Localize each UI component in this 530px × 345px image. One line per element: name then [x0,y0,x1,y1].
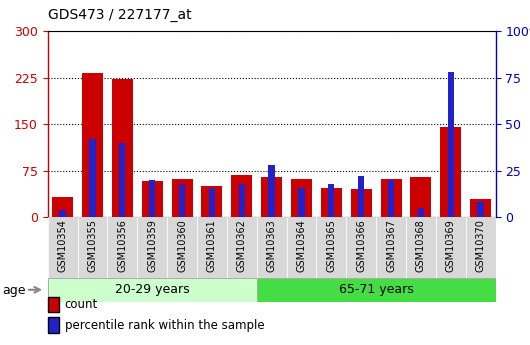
Bar [321,188,342,217]
Bar [90,139,95,217]
FancyBboxPatch shape [77,217,108,278]
FancyBboxPatch shape [466,217,496,278]
FancyBboxPatch shape [197,217,227,278]
Bar [478,203,484,217]
FancyBboxPatch shape [108,217,137,278]
Bar [52,197,73,217]
Bar [448,72,454,217]
Text: count: count [65,298,98,311]
Text: GSM10366: GSM10366 [356,219,366,272]
Text: GSM10368: GSM10368 [416,219,426,272]
Bar [231,175,252,217]
Bar [112,79,133,217]
Text: GSM10365: GSM10365 [326,219,337,272]
Bar [298,188,305,217]
Text: GSM10361: GSM10361 [207,219,217,272]
Bar [82,73,103,217]
Bar [388,180,394,217]
Bar [142,181,163,217]
Text: percentile rank within the sample: percentile rank within the sample [65,319,264,332]
FancyBboxPatch shape [376,217,406,278]
Bar [291,179,312,217]
Text: GSM10369: GSM10369 [446,219,456,272]
FancyBboxPatch shape [227,217,257,278]
Text: GSM10367: GSM10367 [386,219,396,272]
Bar [201,186,223,217]
Text: age: age [3,284,26,297]
Bar [261,177,282,217]
Bar [119,143,126,217]
Bar [269,165,275,217]
Text: GSM10355: GSM10355 [87,219,98,272]
Bar [59,210,66,217]
Text: GSM10370: GSM10370 [475,219,485,272]
Text: GSM10360: GSM10360 [177,219,187,272]
Text: GDS473 / 227177_at: GDS473 / 227177_at [48,8,191,22]
Bar [418,208,424,217]
FancyBboxPatch shape [287,217,316,278]
FancyBboxPatch shape [167,217,197,278]
FancyBboxPatch shape [257,278,496,302]
FancyBboxPatch shape [406,217,436,278]
Bar [328,184,334,217]
Bar [179,184,185,217]
FancyBboxPatch shape [257,217,287,278]
Text: GSM10364: GSM10364 [296,219,306,272]
Bar [358,176,364,217]
Text: GSM10356: GSM10356 [117,219,127,272]
Bar [381,179,402,217]
Text: GSM10363: GSM10363 [267,219,277,272]
Text: GSM10362: GSM10362 [237,219,247,272]
FancyBboxPatch shape [346,217,376,278]
Bar [410,177,431,217]
Bar [440,127,461,217]
FancyBboxPatch shape [48,217,77,278]
Text: GSM10354: GSM10354 [58,219,68,272]
FancyBboxPatch shape [436,217,466,278]
FancyBboxPatch shape [137,217,167,278]
Bar [238,184,245,217]
Bar [149,180,155,217]
Bar [470,199,491,217]
Text: 20-29 years: 20-29 years [115,283,190,296]
Text: 65-71 years: 65-71 years [339,283,413,296]
Bar [351,189,372,217]
FancyBboxPatch shape [316,217,346,278]
Bar [172,179,192,217]
Bar [209,188,215,217]
FancyBboxPatch shape [48,278,257,302]
Text: GSM10359: GSM10359 [147,219,157,272]
